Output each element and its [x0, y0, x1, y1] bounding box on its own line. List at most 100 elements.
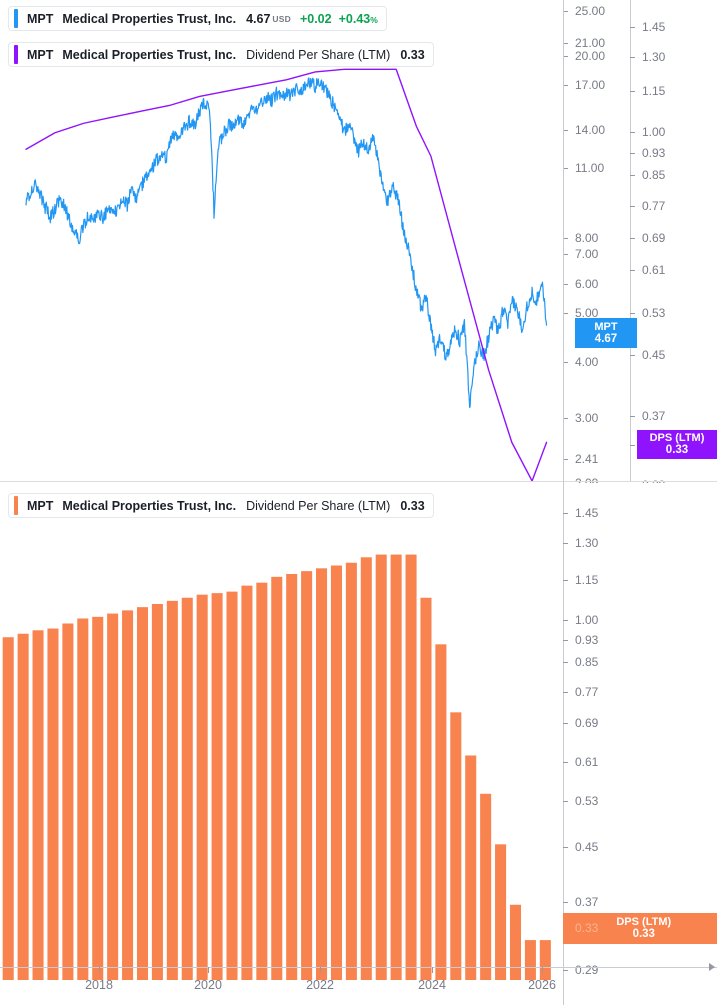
legend-price-change-pct-value: +0.43 [338, 11, 371, 26]
dividend-bar[interactable] [390, 554, 402, 980]
dividend-bar[interactable] [181, 597, 193, 980]
dps-overlay-axis-tick-label: 0.85 [642, 168, 666, 182]
tick-dash-icon [630, 26, 635, 28]
tick-dash-icon [563, 417, 568, 419]
legend-dps-overlay-value: 0.33 [400, 47, 425, 62]
dividend-bar[interactable] [420, 597, 432, 980]
dividend-axis-tick: 0.77 [563, 685, 598, 699]
dividend-bar[interactable] [465, 755, 477, 980]
tick-dash-icon [630, 269, 635, 271]
dividend-bar[interactable] [92, 616, 104, 980]
x-axis-tick-label: 2020 [194, 978, 222, 992]
tick-dash-icon [563, 312, 568, 314]
dividend-bar[interactable] [509, 904, 522, 980]
dividend-axis-tick-label: 0.29 [575, 963, 599, 977]
dividend-bar[interactable] [2, 637, 14, 980]
dividend-bar[interactable] [495, 844, 507, 980]
x-axis[interactable]: 2018 2020 2022 2024 2026 [0, 963, 717, 1005]
tick-dash-icon [563, 800, 568, 802]
dividend-axis-tick-label: 0.77 [575, 685, 599, 699]
tick-dash-icon [630, 205, 635, 207]
dps-overlay-axis-tick: 0.69 [630, 231, 665, 245]
dividend-bar[interactable] [107, 613, 119, 980]
price-plot-area[interactable] [0, 0, 561, 481]
dividend-bar[interactable] [151, 603, 163, 980]
dividend-plot-area[interactable] [0, 483, 561, 980]
dps-overlay-value-badge[interactable]: DPS (LTM) 0.33 [637, 430, 717, 459]
dividend-bar[interactable] [62, 623, 74, 980]
dividend-bar[interactable] [286, 573, 298, 980]
price-axis-tick: 4.00 [563, 355, 598, 369]
dividend-bar[interactable] [375, 554, 387, 980]
dividend-bar[interactable] [211, 593, 223, 980]
dividend-bar[interactable] [450, 712, 462, 980]
dividend-bar[interactable] [256, 582, 268, 980]
dps-overlay-axis-line [630, 0, 631, 482]
dps-overlay-line-series [25, 68, 548, 481]
price-axis-tick-label: 11.00 [575, 161, 605, 175]
dps-overlay-axis-tick-label: 0.77 [642, 199, 666, 213]
dividend-bar[interactable] [480, 793, 492, 980]
dividend-axis-line [563, 0, 564, 1005]
dps-overlay-axis-tick-label: 1.00 [642, 125, 666, 139]
price-axis-tick-label: 3.00 [575, 411, 599, 425]
dps-overlay-axis-tick-label: 1.45 [642, 20, 666, 34]
dividend-bar[interactable] [77, 618, 89, 980]
dividend-axis-tick: 1.30 [563, 536, 598, 550]
legend-price[interactable]: MPT Medical Properties Trust, Inc. 4.67 … [8, 6, 387, 31]
dividend-axis-tick-label: 0.85 [575, 655, 599, 669]
dividend-bar[interactable] [539, 940, 551, 980]
legend-dps[interactable]: MPT Medical Properties Trust, Inc. Divid… [8, 493, 434, 518]
dps-overlay-axis-tick-label: 0.69 [642, 231, 666, 245]
price-axis-tick: 3.00 [563, 411, 598, 425]
dividend-bar[interactable] [47, 628, 59, 980]
dividend-bar[interactable] [271, 576, 283, 980]
dividend-bar[interactable] [301, 571, 313, 980]
dividend-axis-tick-label: 0.93 [575, 633, 599, 647]
dividend-bar[interactable] [405, 554, 417, 980]
dps-value-badge[interactable]: 0.33 DPS (LTM) 0.33 [563, 913, 717, 944]
price-axis-tick-label: 17.00 [575, 78, 606, 92]
legend-price-change-pct: +0.43% [339, 12, 378, 26]
pane-divider[interactable] [0, 481, 717, 482]
dividend-bar[interactable] [345, 562, 357, 980]
dps-color-swatch [14, 496, 18, 515]
tick-dash-icon [563, 42, 568, 44]
dividend-bar[interactable] [241, 585, 253, 980]
dividend-bar[interactable] [316, 568, 328, 980]
dps-badge-label: DPS (LTM) [616, 916, 672, 929]
tick-dash-icon [563, 458, 568, 460]
price-value-badge[interactable]: MPT 4.67 [575, 318, 637, 348]
dps-badge-ghost-value: 0.33 [575, 920, 599, 935]
legend-price-company: Medical Properties Trust, Inc. [62, 11, 237, 26]
price-color-swatch [14, 9, 18, 28]
dividend-bar[interactable] [17, 633, 29, 980]
x-axis-tick [208, 967, 209, 973]
dividend-axis-tick-label: 0.53 [575, 794, 599, 808]
price-axis-tick-label: 2.41 [575, 452, 599, 466]
dividend-bar[interactable] [196, 594, 208, 980]
price-pane: MPT Medical Properties Trust, Inc. 4.67 … [0, 0, 717, 492]
legend-dps-overlay-ticker: MPT [27, 47, 54, 62]
dividend-bar[interactable] [136, 607, 149, 980]
legend-dps-overlay-metric: Dividend Per Share (LTM) [246, 47, 391, 62]
dividend-bar[interactable] [435, 644, 447, 980]
tick-dash-icon [563, 167, 568, 169]
legend-dps-company: Medical Properties Trust, Inc. [62, 498, 237, 513]
dividend-axis-tick: 0.29 [563, 963, 598, 977]
dps-overlay-color-swatch [14, 45, 18, 64]
tick-dash-icon [563, 283, 568, 285]
dividend-axis[interactable]: 1.45 1.30 1.15 1.00 0.93 0.85 0.77 0.69 0.61 0.53… [563, 0, 717, 1005]
legend-dps-overlay[interactable]: MPT Medical Properties Trust, Inc. Divid… [8, 42, 434, 67]
dividend-bar[interactable] [122, 610, 134, 980]
tick-dash-icon [563, 253, 568, 255]
dividend-bar[interactable] [32, 630, 44, 980]
dividend-bar[interactable] [330, 565, 342, 980]
dividend-bar[interactable] [524, 940, 536, 980]
tick-dash-icon [563, 10, 568, 12]
dividend-bar[interactable] [226, 591, 238, 980]
dividend-bar[interactable] [360, 557, 372, 980]
dps-badge-value: 0.33 [632, 928, 655, 941]
dividend-axis-tick: 0.85 [563, 655, 598, 669]
dividend-bar[interactable] [166, 600, 178, 980]
